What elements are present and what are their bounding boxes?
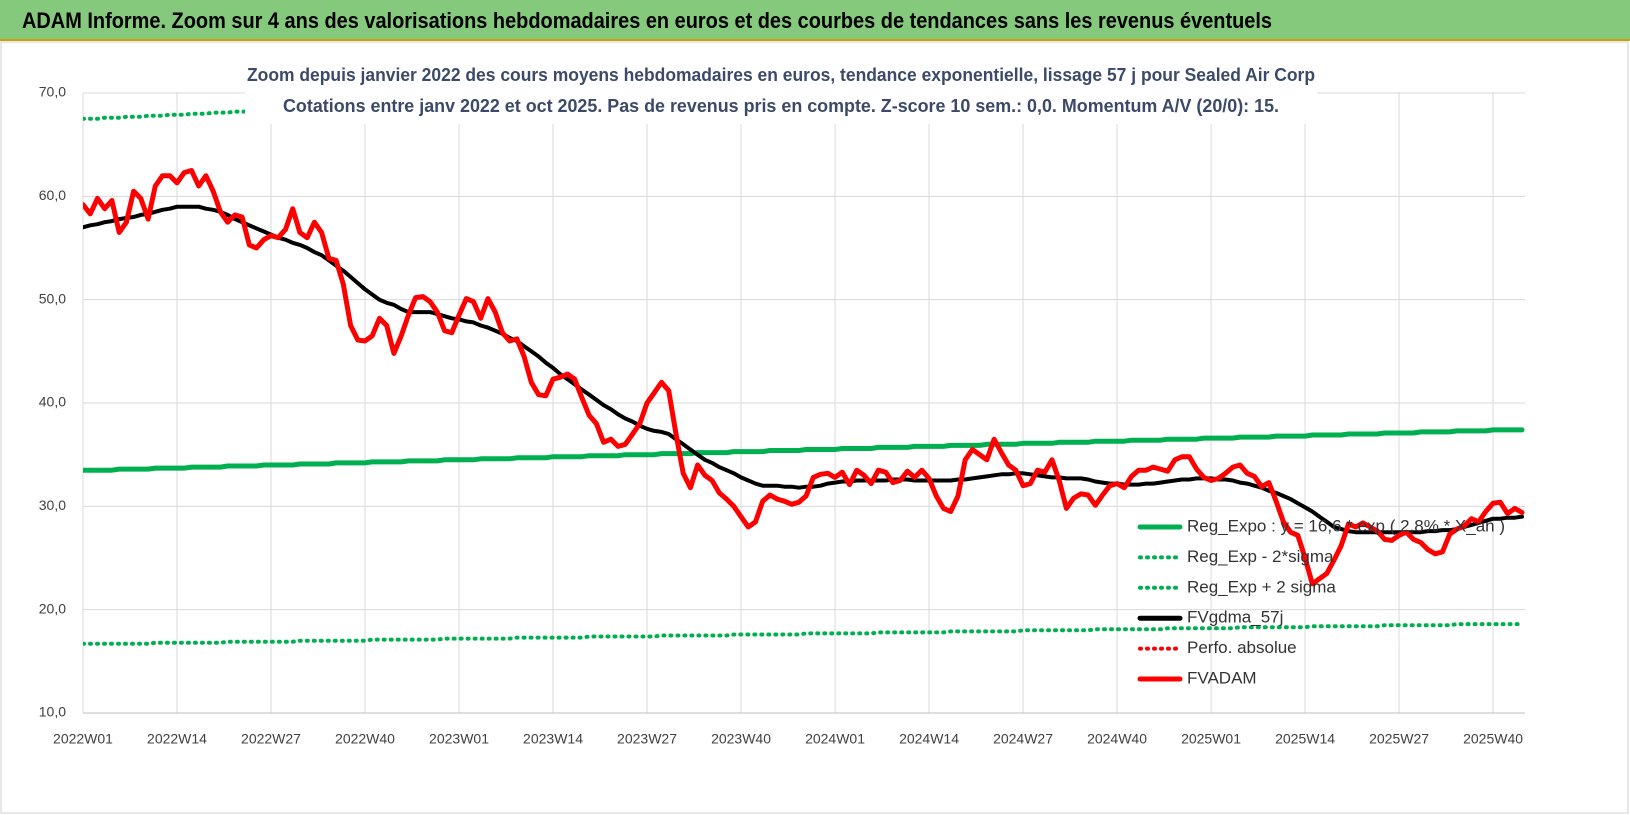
legend-label: FVgdma_57j (1187, 608, 1283, 627)
series-line (83, 622, 1524, 646)
legend-label: Reg_Exp + 2 sigma (1187, 577, 1336, 596)
x-tick-label: 2025W40 (1463, 731, 1523, 747)
legend-label: Reg_Expo : y = 16,6 * exp ( 2,8% * X_an … (1187, 516, 1505, 535)
x-tick-label: 2024W14 (899, 731, 959, 747)
y-tick-label: 60,0 (39, 187, 66, 203)
x-tick-label: 2024W01 (805, 731, 865, 747)
x-tick-label: 2025W01 (1181, 731, 1241, 747)
x-tick-label: 2022W27 (241, 731, 301, 747)
x-tick-label: 2023W01 (429, 731, 489, 747)
x-tick-label: 2023W14 (523, 731, 583, 747)
x-tick-label: 2024W27 (993, 731, 1053, 747)
page-title: ADAM Informe. Zoom sur 4 ans des valoris… (22, 8, 1272, 33)
legend-label: FVADAM (1187, 668, 1257, 687)
y-tick-label: 10,0 (39, 704, 66, 720)
subtitle-box (245, 58, 1317, 124)
y-tick-label: 20,0 (39, 600, 66, 616)
x-tick-label: 2022W40 (335, 731, 395, 747)
x-tick-label: 2023W27 (617, 731, 677, 747)
subtitle: Zoom depuis janvier 2022 des cours moyen… (247, 65, 1315, 85)
x-tick-label: 2025W27 (1369, 731, 1429, 747)
y-tick-label: 30,0 (39, 497, 66, 513)
y-tick-label: 70,0 (39, 84, 66, 100)
x-tick-label: 2025W14 (1275, 731, 1335, 747)
legend-label: Reg_Exp - 2*sigma (1187, 547, 1334, 566)
x-tick-label: 2024W40 (1087, 731, 1147, 747)
series-line (83, 204, 1524, 535)
chart-frame (0, 41, 1629, 814)
x-tick-label: 2022W01 (53, 731, 113, 747)
y-tick-label: 50,0 (39, 290, 66, 306)
legend-label: Perfo. absolue (1187, 638, 1297, 657)
banner (0, 0, 1630, 40)
x-tick-label: 2023W40 (711, 731, 771, 747)
series-line (83, 427, 1525, 473)
y-tick-label: 40,0 (39, 394, 66, 410)
series-line (83, 168, 1525, 587)
x-tick-label: 2022W14 (147, 731, 207, 747)
subtitle: Cotations entre janv 2022 et oct 2025. P… (283, 96, 1279, 116)
